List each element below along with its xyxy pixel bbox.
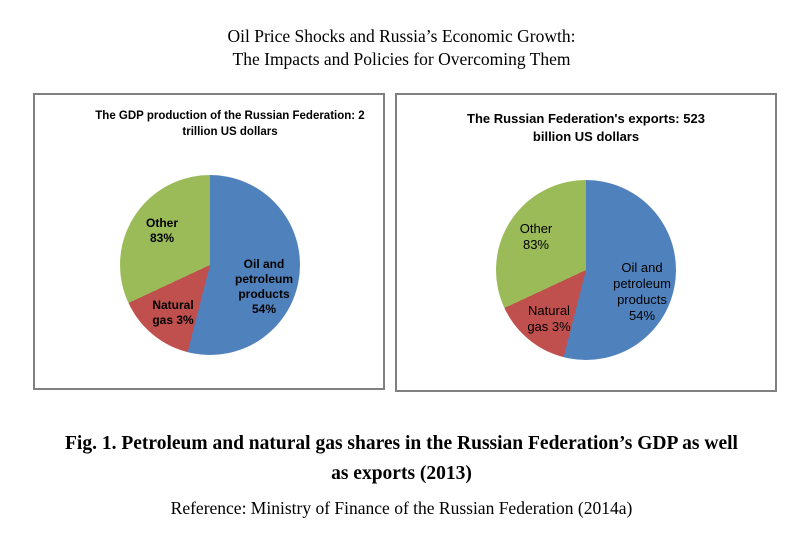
gdp-pie-chart <box>120 175 300 355</box>
exports-pie-area: Other 83% Natural gas 3% Oil and petrole… <box>496 180 676 360</box>
exports-chart-title: The Russian Federation's exports: 523 bi… <box>467 111 705 144</box>
gdp-pie-area: Other 83% Natural gas 3% Oil and petrole… <box>120 175 300 355</box>
exports-slice-label-natural-gas: Natural gas 3% <box>527 303 571 334</box>
gdp-pie-panel: The GDP production of the Russian Federa… <box>33 93 385 390</box>
exports-slice-label-oil: Oil and petroleum products 54% <box>613 260 671 323</box>
figure-reference: Reference: Ministry of Finance of the Ru… <box>170 498 633 518</box>
gdp-slice-label-oil: Oil and petroleum products 54% <box>234 257 294 316</box>
exports-pie-panel: The Russian Federation's exports: 523 bi… <box>395 93 777 392</box>
exports-slice-label-other: Other 83% <box>519 221 553 252</box>
figure-caption: Fig. 1. Petroleum and natural gas shares… <box>65 433 738 484</box>
exports-pie-chart <box>496 180 676 360</box>
gdp-chart-title: The GDP production of the Russian Federa… <box>95 110 365 138</box>
gdp-slice-label-natural-gas: Natural gas 3% <box>152 298 194 327</box>
paper-title: Oil Price Shocks and Russia’s Economic G… <box>227 26 576 69</box>
gdp-slice-label-other: Other 83% <box>145 216 179 245</box>
